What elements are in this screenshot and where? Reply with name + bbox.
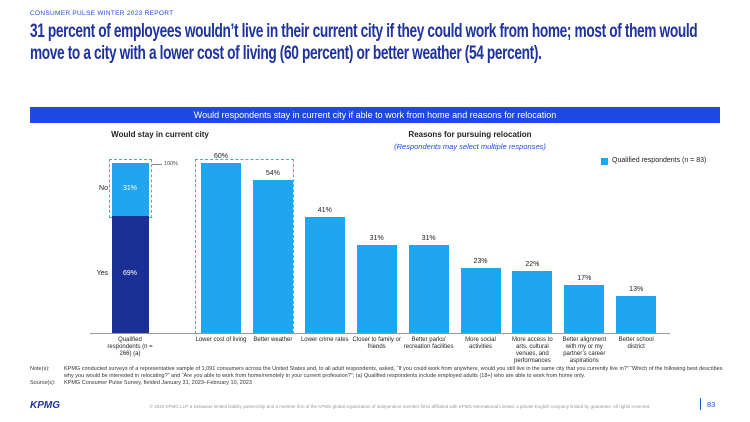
bar <box>616 296 657 333</box>
x-tick-label: Better parks/ recreation facilities <box>403 337 454 350</box>
legend-swatch <box>601 158 608 165</box>
annotation-line <box>152 164 162 165</box>
x-tick-label: Better weather <box>253 337 293 343</box>
copyright: © 2023 KPMG LLP, a Delaware limited liab… <box>149 404 651 409</box>
x-tick-label: Closer to family or friends <box>352 337 401 350</box>
x-tick-label: Lower cost of living <box>195 337 247 343</box>
bar <box>304 216 345 333</box>
series-label: No <box>99 185 108 193</box>
kicker: CONSUMER PULSE WINTER 2023 REPORT <box>30 10 174 17</box>
x-tick-label: Qualified respondents (n = 266) (a) <box>107 337 153 357</box>
x-tick-label: More access to arts, cultural venues, an… <box>512 337 553 364</box>
value-label: 69% <box>122 270 137 278</box>
banner: Would respondents stay in current city i… <box>30 107 720 123</box>
bar <box>408 245 449 333</box>
value-label: 13% <box>629 286 644 294</box>
value-label: 17% <box>577 274 592 282</box>
x-tick-label: Lower crime rates <box>300 337 349 343</box>
value-label: 60% <box>213 153 228 160</box>
legend-label: Qualified respondents (n = 83) <box>612 157 707 164</box>
x-tick-label: Better alignment with my or my partner’s… <box>562 337 607 364</box>
x-tick-label: Better school district <box>618 337 654 350</box>
source-label: Source(s): <box>30 380 56 386</box>
note-label: Note(s): <box>30 366 50 372</box>
bar-segment <box>111 215 149 333</box>
value-label: 54% <box>265 170 280 177</box>
value-label: 41% <box>317 206 332 214</box>
divider <box>700 398 701 410</box>
bar <box>356 245 397 333</box>
bar <box>252 180 293 333</box>
note: KPMG conducted surveys of a representati… <box>64 366 723 379</box>
chart-title: Would stay in current city <box>111 130 209 139</box>
baseline <box>90 333 670 334</box>
bar <box>512 270 553 333</box>
bar <box>201 163 241 333</box>
x-tick-label: More social activities <box>465 337 496 350</box>
value-label: 31% <box>369 235 384 243</box>
chart-subtitle: (Respondents may select multiple respons… <box>394 142 546 151</box>
value-label: 22% <box>525 260 540 268</box>
page-number: 83 <box>707 400 716 409</box>
bar <box>460 267 501 333</box>
annotation: 100% <box>164 161 179 167</box>
logo: KPMG <box>30 400 60 411</box>
slide-title: 31 percent of employees wouldn’t live in… <box>30 21 698 64</box>
source: KPMG Consumer Pulse Survey, fielded Janu… <box>64 380 252 386</box>
bar-segment <box>111 163 149 216</box>
series-label: Yes <box>96 270 108 278</box>
value-label: 31% <box>122 185 137 193</box>
bar <box>564 284 605 333</box>
value-label: 31% <box>421 235 436 243</box>
value-label: 23% <box>473 257 488 265</box>
chart-title: Reasons for pursuing relocation <box>408 130 532 139</box>
